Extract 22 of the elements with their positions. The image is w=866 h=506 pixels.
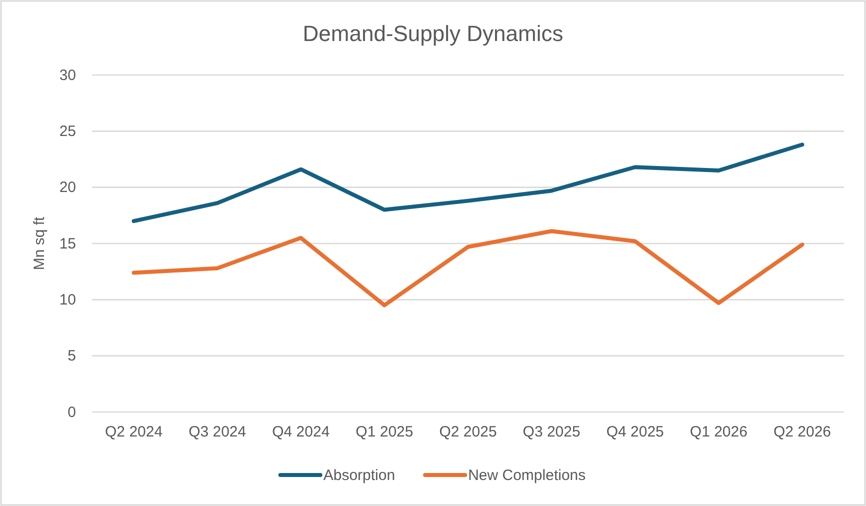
- y-tick-label: 15: [59, 235, 76, 252]
- x-tick-label: Q1 2026: [690, 424, 748, 441]
- legend-label: Absorption: [323, 467, 396, 484]
- chart-title: Demand-Supply Dynamics: [302, 21, 564, 46]
- x-tick-label: Q1 2025: [356, 424, 414, 441]
- y-tick-label: 20: [59, 179, 76, 196]
- x-tick-label: Q3 2025: [522, 424, 580, 441]
- x-tick-label: Q2 2026: [773, 424, 831, 441]
- y-tick-label: 25: [59, 122, 76, 140]
- x-tick-label: Q2 2024: [105, 424, 163, 441]
- line-series: [132, 229, 804, 308]
- x-tick-label: Q4 2024: [272, 424, 330, 441]
- x-tick-label: Q3 2024: [188, 424, 246, 441]
- y-tick-label: 0: [68, 404, 76, 421]
- x-tick-label: Q2 2025: [439, 424, 497, 441]
- y-tick-label: 30: [59, 66, 76, 84]
- legend-label: New Completions: [468, 467, 586, 484]
- y-tick-label: 5: [68, 348, 76, 365]
- y-axis-title: Mn sq ft: [31, 216, 48, 270]
- x-tick-label: Q4 2025: [606, 424, 664, 441]
- y-tick-label: 10: [59, 291, 76, 308]
- line-series: [132, 142, 804, 224]
